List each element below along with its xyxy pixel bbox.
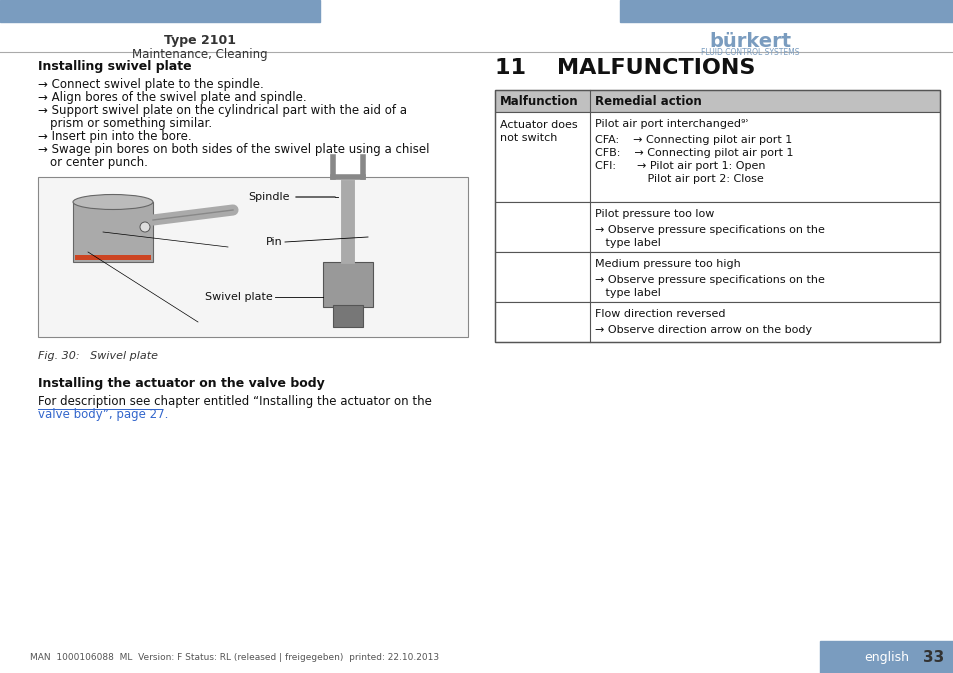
Text: Installing the actuator on the valve body: Installing the actuator on the valve bod… (38, 377, 324, 390)
Bar (619, 0, 953, 22)
Text: Pilot air port interchanged⁹ʾ: Pilot air port interchanged⁹ʾ (595, 119, 748, 129)
Text: FLUID CONTROL SYSTEMS: FLUID CONTROL SYSTEMS (700, 48, 799, 57)
Text: CFA:    → Connecting pilot air port 1: CFA: → Connecting pilot air port 1 (595, 135, 791, 145)
Bar (333, 305, 363, 327)
Text: Installing swivel plate: Installing swivel plate (38, 60, 192, 73)
Text: CFI:      → Pilot air port 1: Open: CFI: → Pilot air port 1: Open (595, 161, 764, 171)
Text: Pilot air port 2: Close: Pilot air port 2: Close (595, 174, 763, 184)
Circle shape (140, 222, 150, 232)
Text: 11    MALFUNCTIONS: 11 MALFUNCTIONS (495, 58, 755, 78)
Text: → Observe pressure specifications on the: → Observe pressure specifications on the (595, 225, 824, 235)
Bar (73, 202, 152, 262)
Text: → Connect swivel plate to the spindle.: → Connect swivel plate to the spindle. (38, 78, 263, 91)
Text: For description see chapter entitled “Installing the actuator on the: For description see chapter entitled “In… (38, 395, 432, 408)
Bar (820, 641, 953, 673)
Bar (323, 262, 373, 307)
Text: type label: type label (595, 238, 660, 248)
Text: bürkert: bürkert (708, 32, 790, 51)
Text: MAN  1000106088  ML  Version: F Status: RL (released | freigegeben)  printed: 22: MAN 1000106088 ML Version: F Status: RL … (30, 653, 438, 662)
Text: 33: 33 (923, 649, 943, 664)
Text: prism or something similar.: prism or something similar. (50, 117, 212, 130)
Text: Type 2101: Type 2101 (164, 34, 235, 47)
Text: Swivel plate: Swivel plate (205, 292, 273, 302)
Text: → Insert pin into the bore.: → Insert pin into the bore. (38, 130, 192, 143)
Text: Spindle: Spindle (248, 192, 290, 202)
Text: → Align bores of the swivel plate and spindle.: → Align bores of the swivel plate and sp… (38, 91, 306, 104)
Text: Pin: Pin (266, 237, 283, 247)
Text: english: english (863, 651, 908, 664)
Text: Flow direction reversed: Flow direction reversed (595, 309, 724, 319)
Bar (0, 0, 319, 22)
Text: Malfunction: Malfunction (499, 94, 578, 108)
Bar (495, 90, 939, 112)
Text: → Support swivel plate on the cylindrical part with the aid of a: → Support swivel plate on the cylindrica… (38, 104, 407, 117)
Text: Remedial action: Remedial action (595, 94, 701, 108)
Bar (495, 202, 939, 252)
Bar (75, 255, 151, 260)
Text: → Swage pin bores on both sides of the swivel plate using a chisel: → Swage pin bores on both sides of the s… (38, 143, 429, 156)
Bar (495, 112, 939, 202)
Text: Actuator does
not switch: Actuator does not switch (499, 120, 577, 143)
Text: Maintenance, Cleaning: Maintenance, Cleaning (132, 48, 268, 61)
Text: → Observe direction arrow on the body: → Observe direction arrow on the body (595, 325, 811, 335)
Text: or center punch.: or center punch. (50, 156, 148, 169)
Text: Pilot pressure too low: Pilot pressure too low (595, 209, 714, 219)
Text: Medium pressure too high: Medium pressure too high (595, 259, 740, 269)
Text: → Observe pressure specifications on the: → Observe pressure specifications on the (595, 275, 824, 285)
Text: Fig. 30:   Swivel plate: Fig. 30: Swivel plate (38, 351, 158, 361)
Text: CFB:    → Connecting pilot air port 1: CFB: → Connecting pilot air port 1 (595, 148, 793, 158)
Text: type label: type label (595, 288, 660, 298)
Bar (495, 302, 939, 342)
Ellipse shape (73, 194, 152, 209)
Bar (495, 90, 939, 342)
Text: valve body”, page 27.: valve body”, page 27. (38, 408, 168, 421)
Bar (38, 177, 468, 337)
Bar (495, 252, 939, 302)
